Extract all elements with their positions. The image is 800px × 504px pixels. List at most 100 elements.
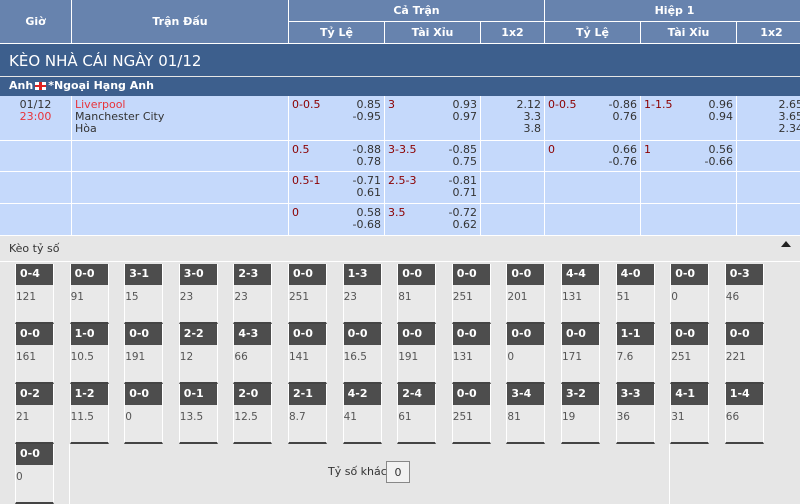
odds-value[interactable]: 0.76 <box>609 111 637 123</box>
odds-cell <box>641 204 737 236</box>
odds-value[interactable]: 0.71 <box>449 187 477 199</box>
odds-value[interactable]: 0.62 <box>449 219 477 231</box>
score-odds: 61 <box>398 405 435 423</box>
score-label: 0-1 <box>180 384 217 405</box>
score-label: 2-1 <box>289 384 326 405</box>
score-label: 4-2 <box>344 384 381 405</box>
score-label: 0-0 <box>71 264 108 285</box>
score-odds: 12 <box>180 345 217 363</box>
score-label: 3-0 <box>180 264 217 285</box>
correct-score-header: Kèo tỷ số <box>0 236 800 262</box>
odds-value[interactable]: 0.75 <box>449 156 477 168</box>
score-odds: 21 <box>16 405 53 423</box>
score-label: 0-4 <box>16 264 53 285</box>
score-label: 4-3 <box>234 324 271 345</box>
other-score-box: Tỷ số khác 0 <box>69 444 670 504</box>
odds-value[interactable]: 0.97 <box>453 111 478 123</box>
score-label: 0-0 <box>289 324 326 345</box>
line-value: 0.5-1 <box>289 174 320 187</box>
odds-value[interactable]: 0.78 <box>353 156 381 168</box>
score-label: 0-0 <box>507 264 544 285</box>
header-tai_xiu: Tài Xỉu <box>641 22 737 44</box>
line-value: 0-0.5 <box>289 98 320 111</box>
score-odds: 8.7 <box>289 405 326 423</box>
score-odds: 0 <box>671 285 708 303</box>
score-odds: 141 <box>289 345 326 363</box>
header-x12: 1x2 <box>481 22 545 44</box>
score-odds: 23 <box>180 285 217 303</box>
score-label: 0-0 <box>398 324 435 345</box>
odds-value[interactable]: 0.94 <box>709 111 734 123</box>
odds-value[interactable]: 2.34 <box>779 123 800 135</box>
line-value: 1 <box>641 143 651 156</box>
away-team[interactable]: Manchester City <box>75 111 288 123</box>
odds-cell <box>737 172 800 204</box>
score-odds: 19 <box>562 405 599 423</box>
odds-value[interactable]: 3.8 <box>517 123 542 135</box>
line-value: 3 <box>385 98 395 111</box>
odds-value[interactable]: 0.61 <box>353 187 381 199</box>
caret-up-icon[interactable] <box>781 241 791 247</box>
score-label: 2-3 <box>234 264 271 285</box>
other-score-value[interactable]: 0 <box>386 461 410 483</box>
score-label: 0-0 <box>453 384 490 405</box>
other-score-label: Tỷ số khác <box>328 465 387 478</box>
odds-value[interactable]: -0.66 <box>705 156 733 168</box>
header-hiep1: Hiệp 1 <box>545 0 800 22</box>
odds-value[interactable]: -0.76 <box>609 156 637 168</box>
time-cell <box>0 141 72 172</box>
match-cell <box>72 141 289 172</box>
score-label: 1-2 <box>71 384 108 405</box>
score-odds: 51 <box>617 285 654 303</box>
line-value: 1-1.5 <box>641 98 672 111</box>
odds-value[interactable]: -0.95 <box>353 111 381 123</box>
odds-value[interactable]: -0.68 <box>353 219 381 231</box>
